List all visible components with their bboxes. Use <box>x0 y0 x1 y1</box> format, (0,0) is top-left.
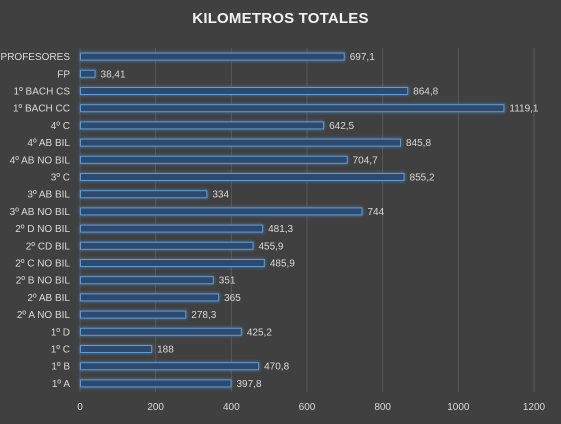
bar <box>80 310 187 319</box>
bar <box>80 207 363 216</box>
value-label: 470,8 <box>264 362 289 373</box>
x-tick-label: 600 <box>299 402 316 413</box>
category-label: 4º AB BIL <box>27 138 70 149</box>
category-label: 1º A <box>52 379 70 390</box>
category-label: 2º C NO BIL <box>15 259 70 270</box>
bar <box>80 276 214 285</box>
category-label: 2º B NO BIL <box>16 276 71 287</box>
category-label: PROFESORES <box>1 52 71 63</box>
bar <box>80 52 345 61</box>
bar <box>80 87 409 95</box>
bar <box>80 362 260 371</box>
bar <box>80 121 325 130</box>
bar <box>80 224 264 233</box>
value-label: 188 <box>157 345 174 356</box>
bar <box>80 190 208 199</box>
x-tick-label: 200 <box>147 402 164 413</box>
category-labels: PROFESORES FP 1º BACH CS 1º BACH CC 4º C 4º A… <box>1 52 71 390</box>
category-label: 1º C <box>51 345 70 356</box>
category-label: FP <box>57 69 70 80</box>
value-label: 334 <box>212 190 229 201</box>
bar <box>80 69 96 78</box>
bar <box>80 104 505 113</box>
category-label: 1º D <box>51 327 70 338</box>
value-label: 642,5 <box>329 121 354 132</box>
x-tick-label: 400 <box>223 402 240 413</box>
bar <box>80 293 220 302</box>
category-label: 4º C <box>51 121 70 132</box>
bar <box>80 345 153 353</box>
gridlines <box>79 48 535 392</box>
chart-title: KILOMETROS TOTALES <box>192 10 369 27</box>
value-label: 485,9 <box>270 259 295 270</box>
bars <box>80 52 505 388</box>
value-label: 864,8 <box>413 87 438 98</box>
value-label: 38,41 <box>101 69 126 80</box>
value-label: 744 <box>367 207 384 218</box>
value-label: 455,9 <box>258 241 283 252</box>
value-label: 481,3 <box>268 224 293 235</box>
value-label: 278,3 <box>191 310 216 321</box>
category-label: 1º B <box>51 362 70 373</box>
value-label: 365 <box>224 293 241 304</box>
value-labels: 697,1 38,41 864,8 1119,1 642,5 845,8 704,7 855,… <box>101 52 539 390</box>
x-tick-label: 1000 <box>447 402 470 413</box>
category-label: 2º A NO BIL <box>17 310 71 321</box>
value-label: 704,7 <box>353 155 378 166</box>
category-label: 2º CD BIL <box>26 241 71 252</box>
value-label: 845,8 <box>406 138 431 149</box>
value-label: 855,2 <box>410 173 435 184</box>
bar <box>80 155 348 164</box>
bar <box>80 327 242 336</box>
bar <box>80 379 232 388</box>
x-tick-label: 800 <box>374 402 391 413</box>
bar <box>80 241 254 250</box>
category-label: 4º AB NO BIL <box>10 155 71 166</box>
bar <box>80 173 405 181</box>
category-label: 2º AB BIL <box>27 293 70 304</box>
category-label: 3º C <box>51 173 70 184</box>
x-tick-label: 0 <box>77 402 83 413</box>
bar <box>80 138 401 147</box>
value-label: 1119,1 <box>509 104 539 115</box>
category-label: 3º AB NO BIL <box>10 207 71 218</box>
category-label: 3º AB BIL <box>27 190 70 201</box>
value-label: 351 <box>219 276 236 287</box>
x-tick-label: 1200 <box>523 402 546 413</box>
bar <box>80 259 265 267</box>
value-label: 697,1 <box>350 52 375 63</box>
x-axis-tick-labels: 0 200 400 600 800 1000 1200 <box>77 402 545 413</box>
value-label: 397,8 <box>237 379 262 390</box>
category-label: 1º BACH CS <box>14 87 71 98</box>
category-label: 2º D NO BIL <box>15 224 70 235</box>
category-label: 1º BACH CC <box>13 104 70 115</box>
value-label: 425,2 <box>247 327 272 338</box>
